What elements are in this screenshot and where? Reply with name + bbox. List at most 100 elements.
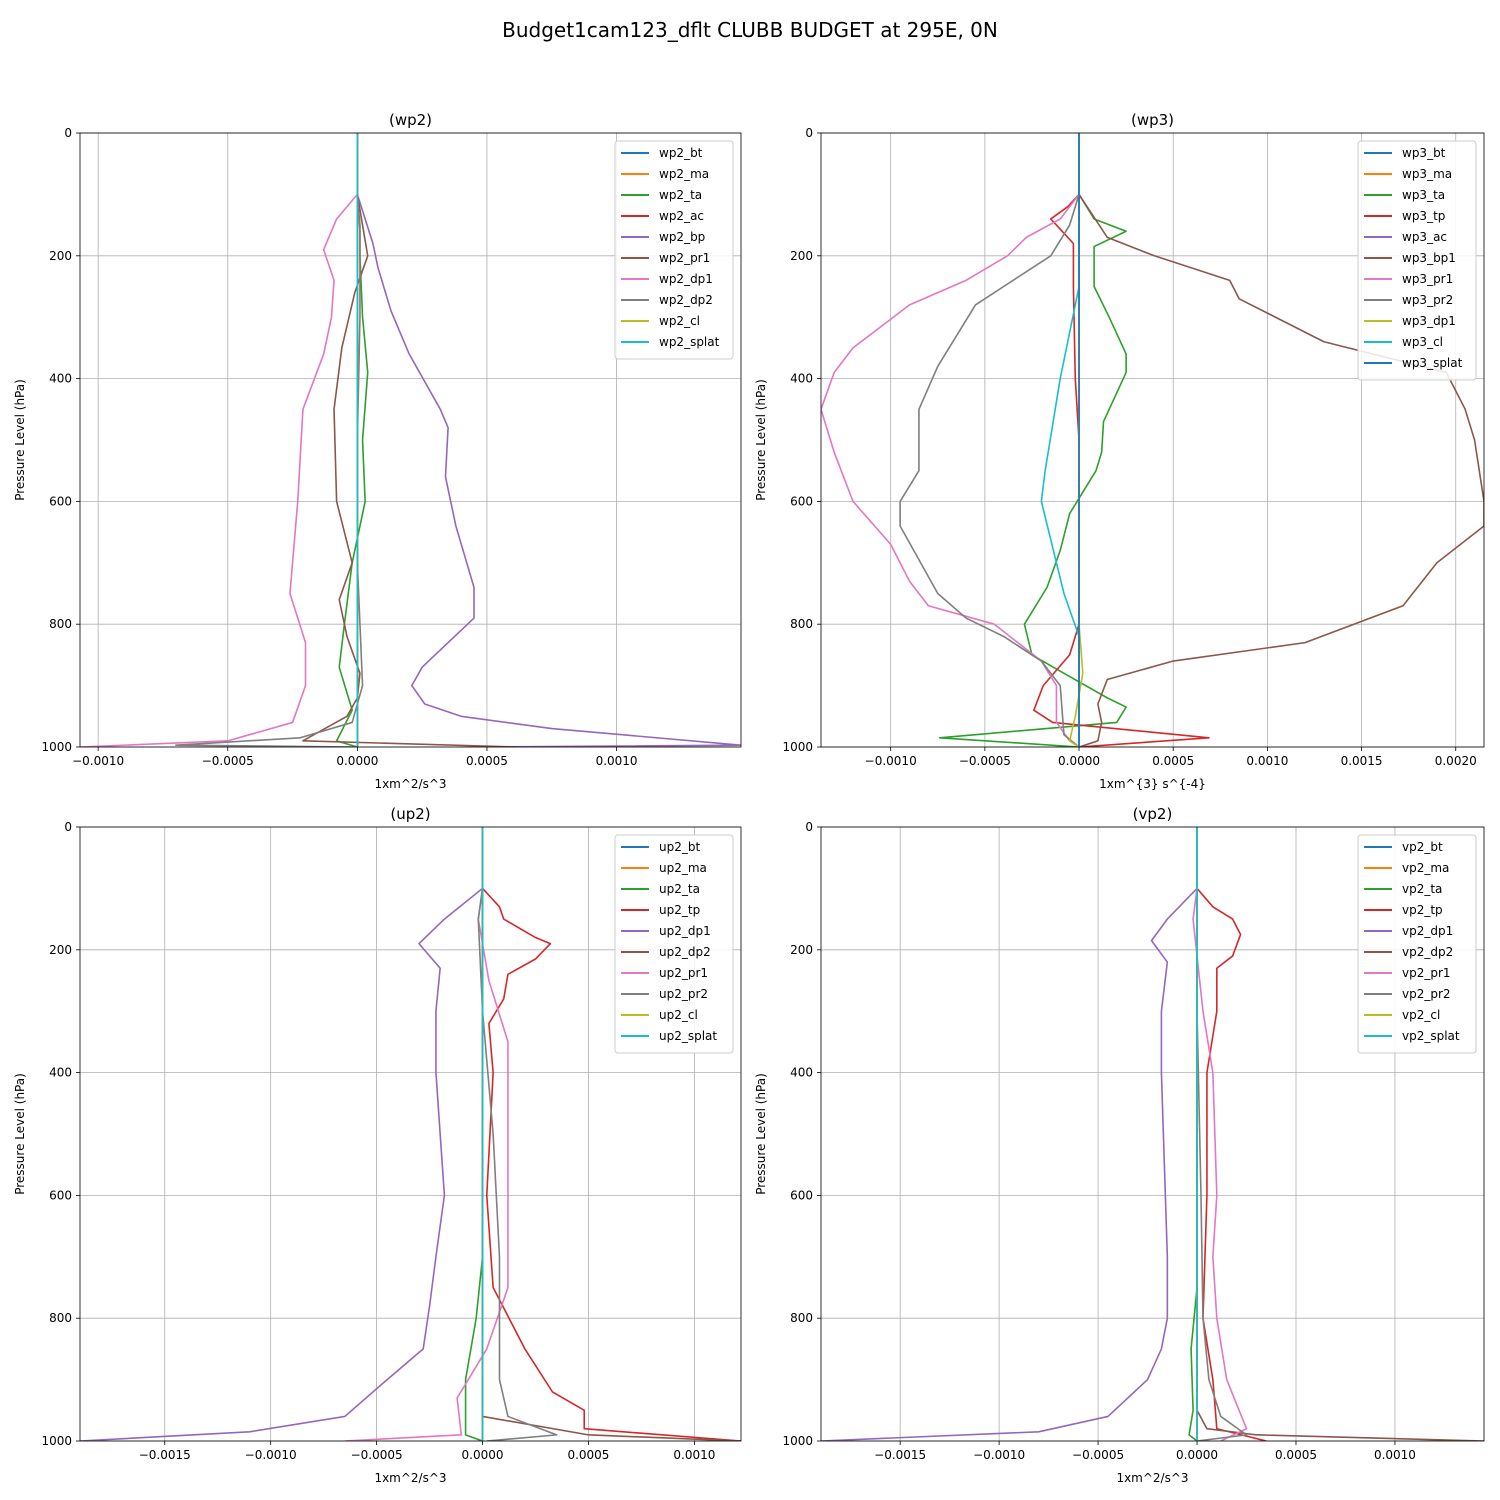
x-tick-label: 0.0015 — [1341, 754, 1383, 768]
x-tick-label: 0.0010 — [596, 754, 638, 768]
legend-entry: vp2_pr2 — [1402, 987, 1451, 1001]
legend-entry: wp3_tp — [1402, 209, 1445, 223]
legend-entry: vp2_pr1 — [1402, 966, 1451, 980]
panels: −0.0010 −0.0005 0.0000 0.0005 0.0010 0 200 400 6… — [13, 111, 1485, 1485]
legend: wp2_bt wp2_ma wp2_ta wp2_ac wp2_bp wp2_pr1 wp2… — [614, 140, 734, 360]
x-tick-label: 0.0005 — [466, 754, 508, 768]
x-tick-label: −0.0010 — [865, 754, 917, 768]
legend-entry: wp2_dp2 — [659, 293, 713, 307]
y-tick-label: 600 — [790, 1188, 813, 1202]
series-line-vp2-pr1 — [1192, 827, 1248, 1441]
y-tick-label: 400 — [790, 1066, 813, 1080]
y-tick-label: 800 — [790, 1311, 813, 1325]
y-tick-label: 200 — [49, 943, 72, 957]
x-tick-label: −0.0010 — [973, 1448, 1025, 1462]
legend-entry: wp2_ac — [659, 209, 704, 223]
legend-entry: vp2_cl — [1402, 1008, 1440, 1022]
series-group — [80, 133, 741, 747]
legend-entry: wp2_bp — [659, 230, 705, 244]
x-axis-label: 1xm^2/s^3 — [374, 777, 446, 791]
legend-entry: vp2_dp1 — [1402, 924, 1453, 938]
legend: wp3_bt wp3_ma wp3_ta wp3_tp wp3_ac wp3_bp1 wp3… — [1357, 140, 1477, 381]
series-group — [80, 827, 741, 1441]
y-tick-label: 800 — [790, 617, 813, 631]
y-tick-label: 200 — [790, 249, 813, 263]
legend-entry: up2_ta — [659, 882, 700, 896]
x-tick-label: −0.0015 — [874, 1448, 926, 1462]
axes-frame — [79, 826, 742, 1442]
y-tick-label: 800 — [49, 617, 72, 631]
legend-entry: up2_splat — [659, 1029, 717, 1043]
x-tick-label: 0.0000 — [1176, 1448, 1218, 1462]
legend-entry: wp2_pr1 — [659, 251, 710, 265]
series-group — [821, 827, 1484, 1441]
y-tick-label: 0 — [805, 820, 813, 834]
series-line-wp2-bp — [356, 133, 741, 747]
legend-entry: wp3_splat — [1402, 356, 1463, 370]
y-axis-label: Pressure Level (hPa) — [13, 1073, 27, 1195]
legend-entry: wp2_splat — [659, 335, 720, 349]
y-tick-label: 0 — [64, 820, 72, 834]
y-tick-label: 600 — [49, 494, 72, 508]
x-tick-label: 0.0010 — [1246, 754, 1288, 768]
series-line-wp3-bp1 — [1078, 133, 1484, 747]
legend-entry: up2_pr1 — [659, 966, 708, 980]
x-tick-label: −0.0005 — [202, 754, 254, 768]
x-tick-label: −0.0010 — [245, 1448, 297, 1462]
panel-3: −0.0015 −0.0010 −0.0005 0.0000 0.0005 0.0010 0… — [13, 805, 742, 1485]
y-tick-label: 1000 — [41, 740, 72, 754]
legend-entry: wp3_ma — [1402, 167, 1452, 181]
series-line-wp3-ta — [938, 133, 1127, 747]
x-tick-label: 0.0010 — [673, 1448, 715, 1462]
panel-title: (up2) — [390, 805, 430, 823]
series-line-wp3-pr1 — [821, 133, 1080, 747]
y-tick-label: 400 — [49, 1066, 72, 1080]
y-axis-label: Pressure Level (hPa) — [754, 379, 768, 501]
series-line-wp2-dp1 — [80, 133, 359, 747]
panel-title: (wp2) — [389, 111, 432, 129]
legend-entry: vp2_ma — [1402, 861, 1449, 875]
series-line-wp3-pr2 — [899, 133, 1080, 747]
y-tick-label: 1000 — [41, 1434, 72, 1448]
axes-frame — [820, 132, 1485, 748]
x-tick-label: 0.0000 — [1058, 754, 1100, 768]
legend-entry: wp3_cl — [1402, 335, 1443, 349]
series-line-up2-tp — [481, 827, 741, 1441]
series-line-vp2-dp1 — [821, 827, 1198, 1441]
legend-entry: wp3_bt — [1402, 146, 1446, 160]
legend-entry: wp2_ma — [659, 167, 709, 181]
legend-entry: up2_pr2 — [659, 987, 708, 1001]
legend-entry: wp3_ta — [1402, 188, 1445, 202]
x-tick-label: 0.0000 — [336, 754, 378, 768]
legend-entry: vp2_ta — [1402, 882, 1442, 896]
legend-entry: up2_bt — [659, 840, 700, 854]
legend-entry: wp2_ta — [659, 188, 702, 202]
legend-entry: wp3_pr1 — [1402, 272, 1453, 286]
legend-entry: up2_tp — [659, 903, 700, 917]
y-tick-label: 1000 — [782, 740, 813, 754]
legend-entry: wp3_bp1 — [1402, 251, 1456, 265]
axes-frame — [820, 826, 1485, 1442]
y-tick-label: 0 — [805, 126, 813, 140]
x-tick-label: −0.0005 — [351, 1448, 403, 1462]
x-tick-label: −0.0015 — [139, 1448, 191, 1462]
x-axis-label: 1xm^{3} s^{-4} — [1099, 777, 1206, 791]
y-tick-label: 200 — [49, 249, 72, 263]
legend-entry: wp3_dp1 — [1402, 314, 1456, 328]
x-tick-label: −0.0010 — [72, 754, 124, 768]
x-tick-label: −0.0005 — [959, 754, 1011, 768]
y-tick-label: 400 — [49, 372, 72, 386]
legend-entry: wp2_bt — [659, 146, 703, 160]
x-tick-label: 0.0020 — [1435, 754, 1477, 768]
y-tick-label: 200 — [790, 943, 813, 957]
legend-entry: wp3_ac — [1402, 230, 1447, 244]
legend-entry: up2_dp1 — [659, 924, 711, 938]
legend-entry: vp2_tp — [1402, 903, 1443, 917]
legend-entry: wp2_cl — [659, 314, 700, 328]
series-group — [821, 133, 1484, 747]
y-tick-label: 800 — [49, 1311, 72, 1325]
legend: vp2_bt vp2_ma vp2_ta vp2_tp vp2_dp1 vp2_dp2vp… — [1357, 834, 1477, 1054]
series-line-vp2-tp — [1196, 827, 1267, 1441]
x-axis-label: 1xm^2/s^3 — [1116, 1471, 1188, 1485]
